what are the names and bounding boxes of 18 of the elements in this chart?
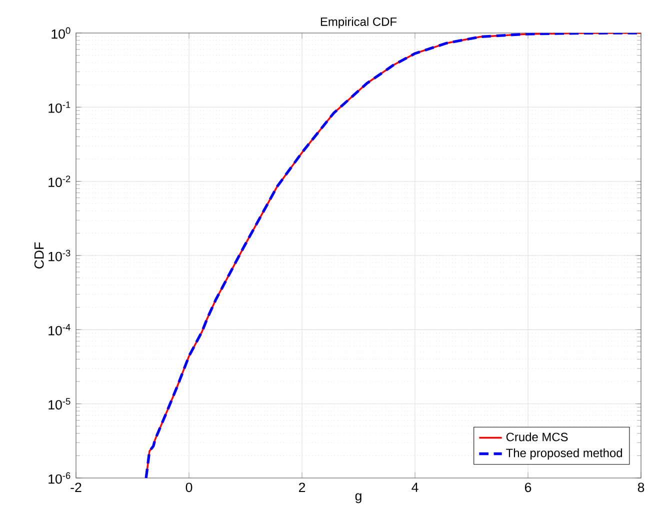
- x-axis-title: g: [355, 493, 362, 504]
- y-tick-label: 10$^{0}$: [52, 27, 70, 39]
- chart-title: Empirical CDF: [320, 17, 397, 28]
- x-tick-label: 4: [412, 482, 418, 492]
- x-tick-label: 6: [524, 482, 532, 492]
- y-tick-label: 10$^{-3}$: [48, 250, 70, 262]
- x-tick-label: 8: [638, 482, 644, 492]
- legend-label: The proposed method: [506, 448, 622, 460]
- x-tick-label: 2: [298, 482, 306, 492]
- x-tick-label: -2: [70, 482, 82, 492]
- y-tick-label: 10$^{-1}$: [48, 101, 70, 113]
- legend-label: Crude MCS: [506, 432, 568, 442]
- x-tick-label: 0: [186, 482, 192, 492]
- y-tick-label: 10$^{-2}$: [48, 176, 70, 188]
- y-tick-label: 10$^{-5}$: [48, 398, 70, 410]
- y-axis-title: CDF: [34, 242, 44, 268]
- y-tick-label: 10$^{-6}$: [48, 472, 70, 484]
- y-tick-label: 10$^{-4}$: [48, 324, 70, 336]
